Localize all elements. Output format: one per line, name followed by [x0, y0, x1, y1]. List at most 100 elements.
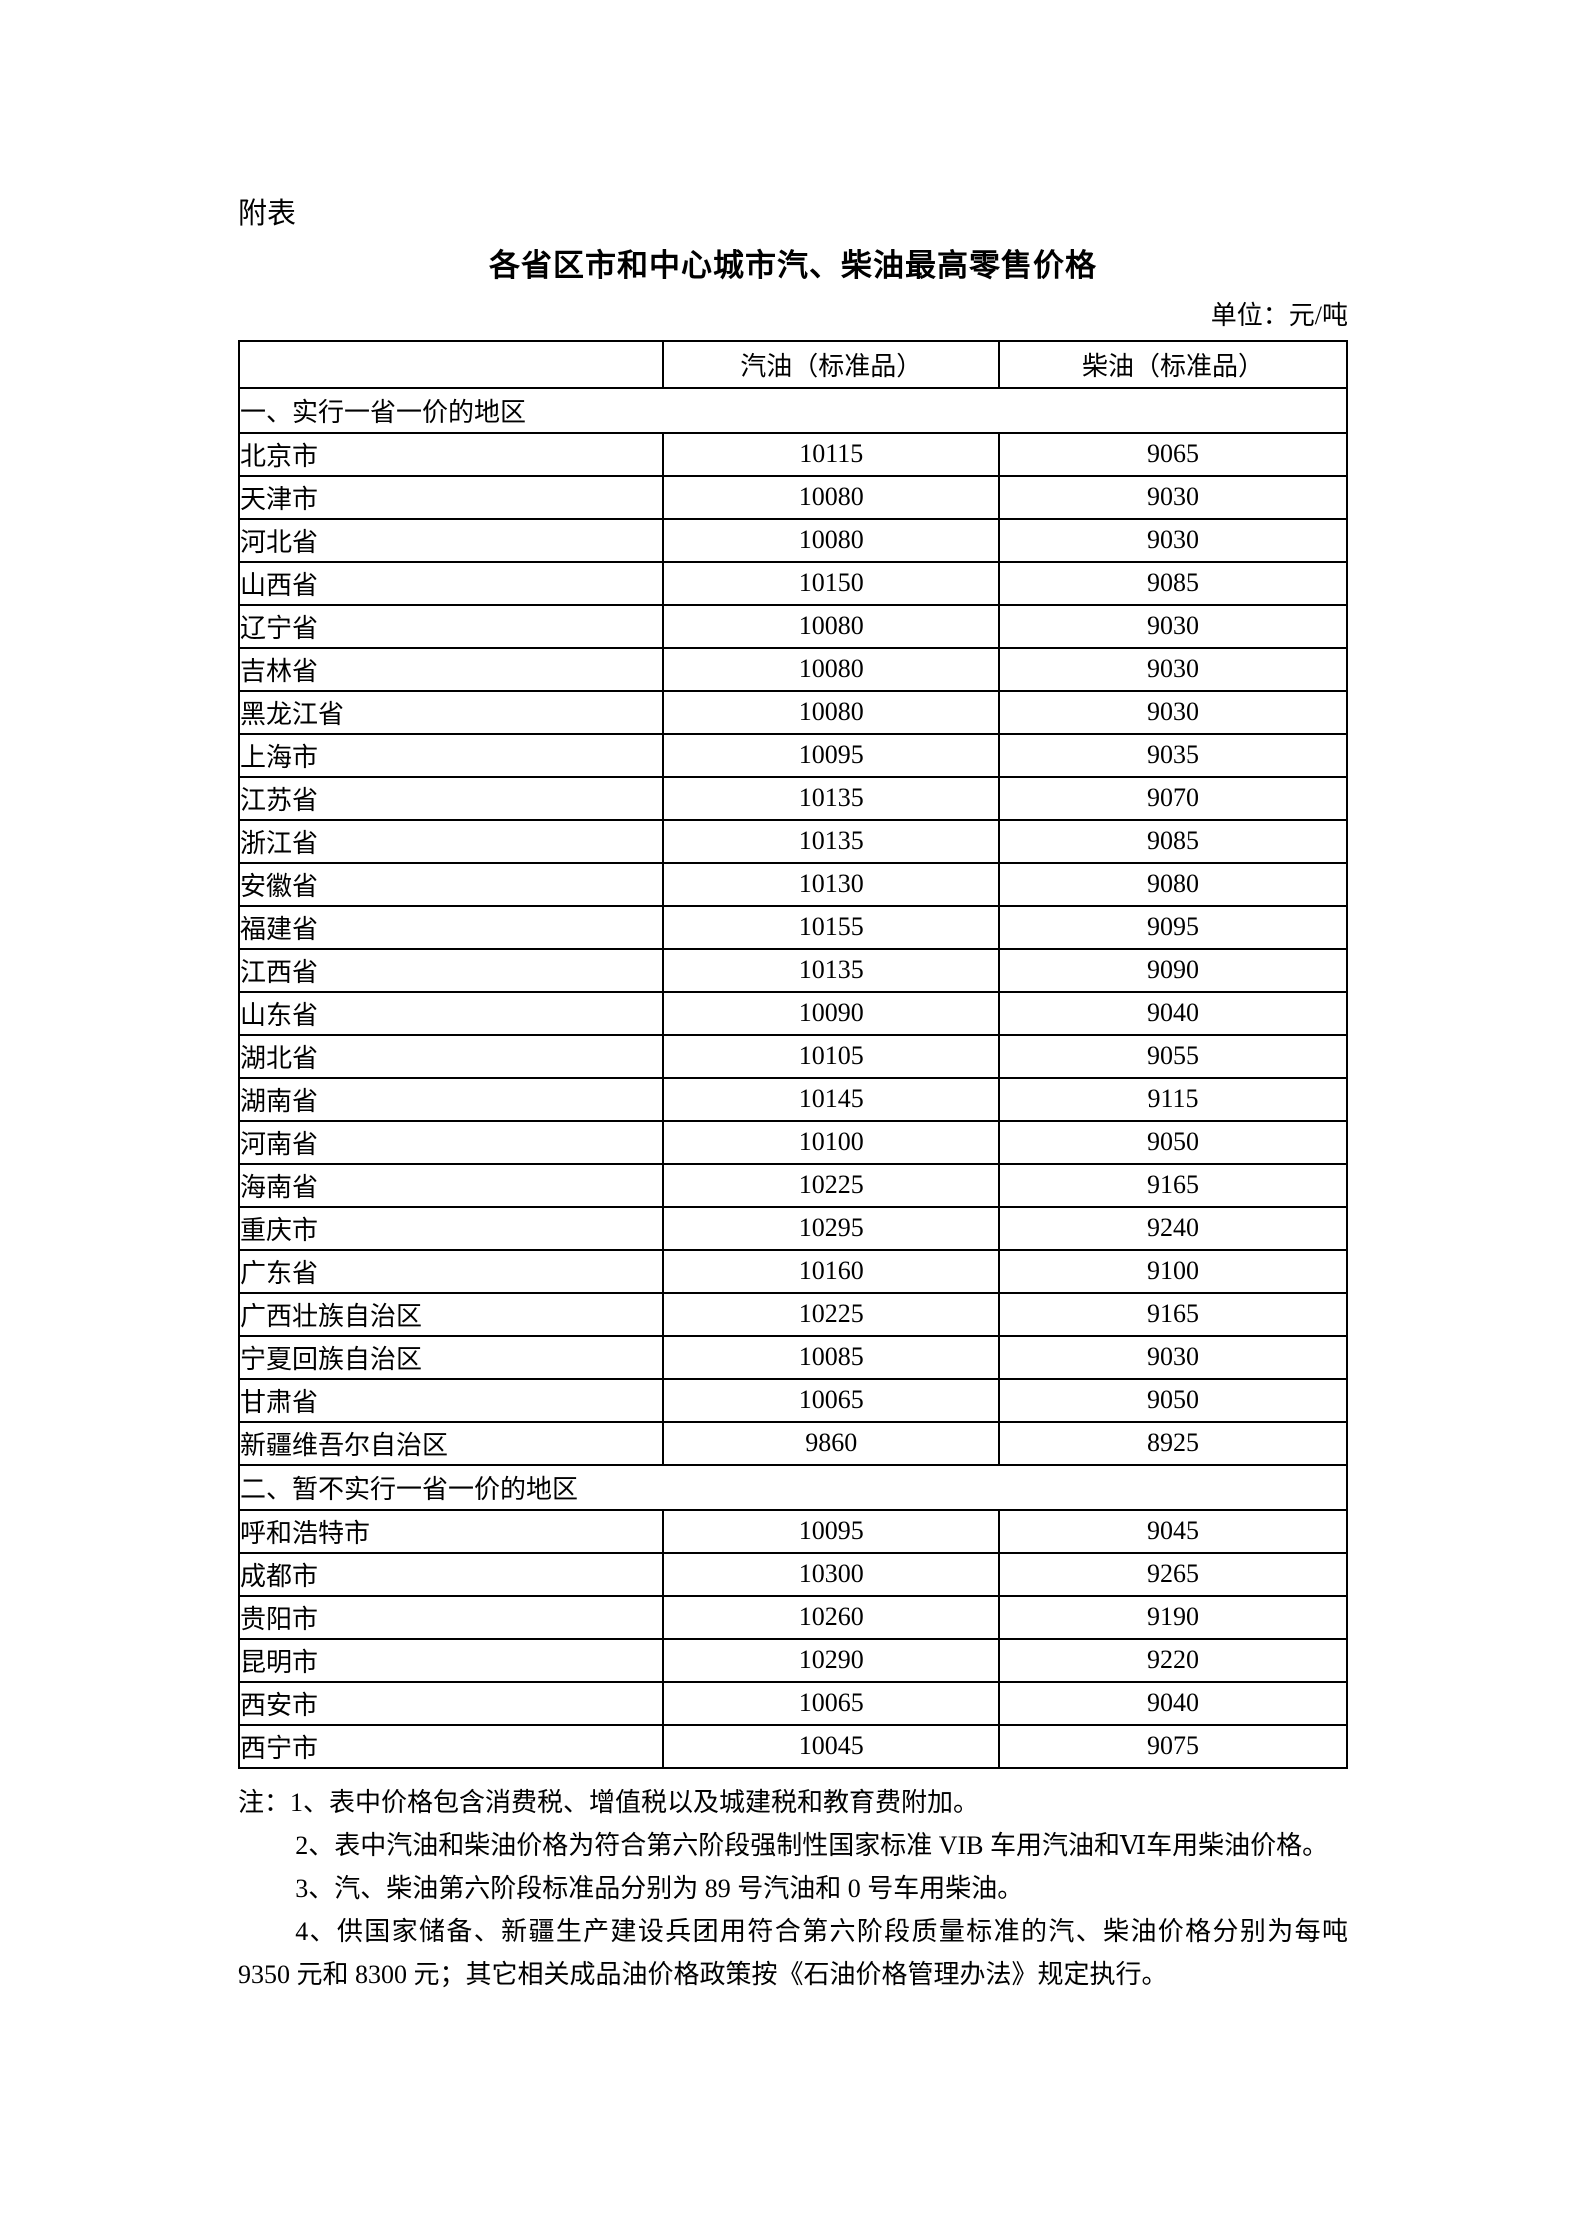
gasoline-price-cell: 10115 — [662, 431, 1001, 477]
note-line: 3、汽、柴油第六阶段标准品分别为 89 号汽油和 0 号车用柴油。 — [295, 1874, 1024, 1904]
diesel-price-cell: 9045 — [998, 1508, 1348, 1554]
price-table: 汽油（标准品） 柴油（标准品） 一、实行一省一价的地区 北京市 10115 9065 天… — [237, 339, 1348, 1769]
notes: 注：1、表中价格包含消费税、增值税以及城建税和教育费附加。 2、表中汽油和柴油价格… — [238, 1781, 1348, 1997]
region-cell: 广东省 — [237, 1248, 665, 1294]
table-row: 贵阳市 10260 9190 — [237, 1594, 1348, 1640]
table-row: 上海市 10095 9035 — [237, 732, 1348, 778]
table-row: 湖南省 10145 9115 — [237, 1076, 1348, 1122]
region-cell: 新疆维吾尔自治区 — [237, 1420, 665, 1466]
gasoline-price-cell: 10260 — [662, 1594, 1001, 1640]
gasoline-price-cell: 10145 — [662, 1076, 1001, 1122]
diesel-price-cell: 9165 — [998, 1162, 1348, 1208]
diesel-price-cell: 9040 — [998, 1680, 1348, 1726]
table-row: 安徽省 10130 9080 — [237, 861, 1348, 907]
region-cell: 黑龙江省 — [237, 689, 665, 735]
region-cell: 河南省 — [237, 1119, 665, 1165]
region-cell: 安徽省 — [237, 861, 665, 907]
gasoline-price-cell: 10225 — [662, 1162, 1001, 1208]
table-row: 湖北省 10105 9055 — [237, 1033, 1348, 1079]
diesel-price-cell: 9100 — [998, 1248, 1348, 1294]
gasoline-price-cell: 10105 — [662, 1033, 1001, 1079]
diesel-price-cell: 9090 — [998, 947, 1348, 993]
gasoline-price-cell: 10100 — [662, 1119, 1001, 1165]
note-line: 2、表中汽油和柴油价格为符合第六阶段强制性国家标准 VIB 车用汽油和Ⅵ车用柴油… — [295, 1830, 1329, 1860]
gasoline-price-cell: 10045 — [662, 1723, 1001, 1769]
diesel-price-cell: 9075 — [998, 1723, 1348, 1769]
region-cell: 湖北省 — [237, 1033, 665, 1079]
region-cell: 贵阳市 — [237, 1594, 665, 1640]
gasoline-price-cell: 10085 — [662, 1334, 1001, 1380]
diesel-price-cell: 9030 — [998, 689, 1348, 735]
diesel-price-cell: 9265 — [998, 1551, 1348, 1597]
table-row: 河南省 10100 9050 — [237, 1119, 1348, 1165]
gasoline-price-cell: 10080 — [662, 689, 1001, 735]
diesel-price-cell: 9085 — [998, 818, 1348, 864]
region-cell: 辽宁省 — [237, 603, 665, 649]
table-row: 辽宁省 10080 9030 — [237, 603, 1348, 649]
gasoline-price-cell: 10290 — [662, 1637, 1001, 1683]
region-cell: 昆明市 — [237, 1637, 665, 1683]
diesel-price-cell: 9030 — [998, 517, 1348, 563]
diesel-price-cell: 9115 — [998, 1076, 1348, 1122]
gasoline-price-cell: 10095 — [662, 732, 1001, 778]
appendix-label: 附表 — [238, 198, 297, 230]
table-row: 新疆维吾尔自治区 9860 8925 — [237, 1420, 1348, 1466]
gasoline-price-cell: 10300 — [662, 1551, 1001, 1597]
table-row: 江西省 10135 9090 — [237, 947, 1348, 993]
diesel-price-cell: 9050 — [998, 1377, 1348, 1423]
table-row: 成都市 10300 9265 — [237, 1551, 1348, 1597]
table-row: 山西省 10150 9085 — [237, 560, 1348, 606]
column-header-gasoline: 汽油（标准品） — [662, 339, 1001, 389]
page-title: 各省区市和中心城市汽、柴油最高零售价格 — [489, 247, 1097, 283]
table-row: 海南省 10225 9165 — [237, 1162, 1348, 1208]
gasoline-price-cell: 10090 — [662, 990, 1001, 1036]
table-row: 北京市 10115 9065 — [237, 431, 1348, 477]
region-cell: 宁夏回族自治区 — [237, 1334, 665, 1380]
region-cell: 西安市 — [237, 1680, 665, 1726]
diesel-price-cell: 9030 — [998, 646, 1348, 692]
gasoline-price-cell: 10160 — [662, 1248, 1001, 1294]
region-cell: 江西省 — [237, 947, 665, 993]
table-row: 西宁市 10045 9075 — [237, 1723, 1348, 1769]
region-cell: 甘肃省 — [237, 1377, 665, 1423]
section-row: 二、暂不实行一省一价的地区 — [238, 1463, 1348, 1511]
region-cell: 浙江省 — [237, 818, 665, 864]
table-row: 甘肃省 10065 9050 — [237, 1377, 1348, 1423]
region-cell: 江苏省 — [237, 775, 665, 821]
diesel-price-cell: 9080 — [998, 861, 1348, 907]
table-row: 黑龙江省 10080 9030 — [237, 689, 1348, 735]
table-header-row: 汽油（标准品） 柴油（标准品） — [237, 339, 1348, 389]
table-row: 山东省 10090 9040 — [237, 990, 1348, 1036]
region-cell: 北京市 — [237, 431, 665, 477]
diesel-price-cell: 9035 — [998, 732, 1348, 778]
diesel-price-cell: 9070 — [998, 775, 1348, 821]
diesel-price-cell: 9165 — [998, 1291, 1348, 1337]
region-cell: 山西省 — [237, 560, 665, 606]
table-row: 吉林省 10080 9030 — [237, 646, 1348, 692]
region-cell: 海南省 — [237, 1162, 665, 1208]
gasoline-price-cell: 10225 — [662, 1291, 1001, 1337]
gasoline-price-cell: 10080 — [662, 646, 1001, 692]
region-cell: 重庆市 — [237, 1205, 665, 1251]
diesel-price-cell: 8925 — [998, 1420, 1348, 1466]
gasoline-price-cell: 10080 — [662, 517, 1001, 563]
gasoline-price-cell: 10135 — [662, 947, 1001, 993]
diesel-price-cell: 9030 — [998, 603, 1348, 649]
diesel-price-cell: 9240 — [998, 1205, 1348, 1251]
gasoline-price-cell: 10095 — [662, 1508, 1001, 1554]
section-label: 二、暂不实行一省一价的地区 — [238, 1463, 1348, 1511]
unit-label: 单位：元/吨 — [1210, 300, 1348, 330]
gasoline-price-cell: 10065 — [662, 1680, 1001, 1726]
region-cell: 广西壮族自治区 — [237, 1291, 665, 1337]
section-row: 一、实行一省一价的地区 — [238, 386, 1348, 434]
diesel-price-cell: 9095 — [998, 904, 1348, 950]
diesel-price-cell: 9030 — [998, 1334, 1348, 1380]
diesel-price-cell: 9040 — [998, 990, 1348, 1036]
table-row: 广东省 10160 9100 — [237, 1248, 1348, 1294]
price-table-body: 一、实行一省一价的地区 北京市 10115 9065 天津市 10080 9030 河北省 10… — [237, 386, 1348, 1769]
table-row: 宁夏回族自治区 10085 9030 — [237, 1334, 1348, 1380]
gasoline-price-cell: 10135 — [662, 775, 1001, 821]
region-cell: 山东省 — [237, 990, 665, 1036]
table-row: 呼和浩特市 10095 9045 — [237, 1508, 1348, 1554]
